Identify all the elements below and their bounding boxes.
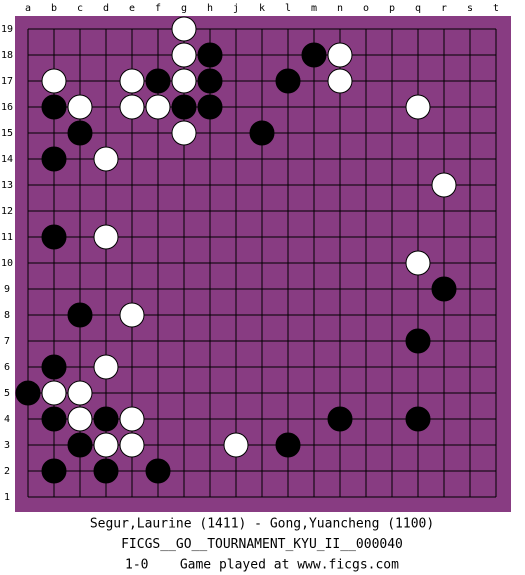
black-stone [41,94,67,120]
black-stone [405,328,431,354]
row-label: 19 [1,24,13,35]
column-label: r [441,3,447,14]
column-label: c [77,3,83,14]
row-label: 4 [4,414,10,425]
white-stone [119,68,145,94]
black-stone [275,432,301,458]
column-label: j [233,3,239,14]
footer-line: FICGS__GO__TOURNAMENT_KYU_II__000040 [121,537,403,552]
white-stone [171,68,197,94]
column-label: l [285,3,291,14]
black-stone [197,68,223,94]
white-stone [171,42,197,68]
column-label: b [51,3,57,14]
row-label: 6 [4,362,10,373]
white-stone [431,172,457,198]
black-stone [41,458,67,484]
row-label: 18 [1,50,13,61]
white-stone [93,224,119,250]
row-label: 1 [4,492,10,503]
black-stone [275,68,301,94]
black-stone [15,380,41,406]
white-stone [93,354,119,380]
footer-line: 1-0 Game played at www.ficgs.com [125,558,399,573]
column-label: f [155,3,161,14]
white-stone [327,42,353,68]
row-label: 15 [1,128,13,139]
row-label: 10 [1,258,13,269]
black-stone [249,120,275,146]
row-label: 13 [1,180,13,191]
column-label: q [415,3,421,14]
row-label: 11 [1,232,13,243]
black-stone [301,42,327,68]
row-label: 7 [4,336,10,347]
white-stone [119,302,145,328]
column-label: p [389,3,395,14]
white-stone [223,432,249,458]
white-stone [119,94,145,120]
white-stone [171,16,197,42]
row-label: 12 [1,206,13,217]
row-label: 17 [1,76,13,87]
black-stone [67,302,93,328]
column-label: a [25,3,31,14]
column-label: m [311,3,317,14]
row-label: 3 [4,440,10,451]
column-label: d [103,3,109,14]
column-label: g [181,3,187,14]
column-label: n [337,3,343,14]
white-stone [119,432,145,458]
white-stone [145,94,171,120]
black-stone [405,406,431,432]
black-stone [93,406,119,432]
black-stone [197,42,223,68]
column-label: h [207,3,213,14]
white-stone [171,120,197,146]
black-stone [67,432,93,458]
row-label: 8 [4,310,10,321]
column-label: e [129,3,135,14]
column-label: o [363,3,369,14]
black-stone [145,68,171,94]
black-stone [67,120,93,146]
white-stone [93,146,119,172]
footer-line: Segur,Laurine (1411) - Gong,Yuancheng (1… [90,517,434,532]
black-stone [197,94,223,120]
black-stone [327,406,353,432]
black-stone [41,224,67,250]
column-label: k [259,3,265,14]
white-stone [41,68,67,94]
white-stone [327,68,353,94]
white-stone [41,380,67,406]
row-label: 14 [1,154,13,165]
column-label: s [467,3,473,14]
white-stone [119,406,145,432]
row-label: 5 [4,388,10,399]
black-stone [93,458,119,484]
row-label: 16 [1,102,13,113]
white-stone [405,250,431,276]
white-stone [405,94,431,120]
black-stone [145,458,171,484]
row-label: 2 [4,466,10,477]
black-stone [41,406,67,432]
black-stone [41,354,67,380]
white-stone [93,432,119,458]
black-stone [171,94,197,120]
column-label: t [493,3,499,14]
row-label: 9 [4,284,10,295]
white-stone [67,406,93,432]
black-stone [41,146,67,172]
white-stone [67,94,93,120]
black-stone [431,276,457,302]
white-stone [67,380,93,406]
